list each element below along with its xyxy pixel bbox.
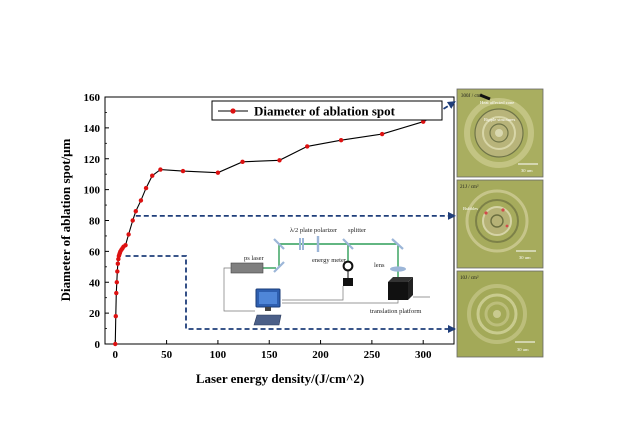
micrograph-3-scale: 30 um [517,347,529,352]
data-point [133,209,138,214]
x-tick-label: 200 [312,349,329,361]
legend-marker [230,108,236,114]
mirror-1-icon [273,261,285,273]
label-energy-meter: energy meter [312,257,347,264]
label-polarizer: polarizer [314,227,338,234]
data-point [130,218,135,223]
data-series [113,119,426,347]
x-tick-label: 250 [364,349,381,361]
cable-meter [282,286,344,301]
micrograph-2-scale: 30 um [519,255,531,260]
label-lens: lens [374,262,385,269]
label-ps-laser: ps laser [244,255,265,262]
data-point [126,232,131,237]
cable-platform [282,300,399,304]
y-tick-label: 80 [89,216,101,228]
ps-laser-body [230,262,264,274]
y-tick-label: 40 [89,277,101,289]
y-tick-label: 160 [84,92,101,104]
x-tick-label: 100 [210,349,227,361]
x-tick-label: 150 [261,349,278,361]
data-point [150,173,155,178]
y-axis-title: Diameter of ablation spot/μm [58,138,73,301]
micrograph-1-label-ripple: Ripple structures [484,117,515,122]
label-half-wave-plate: λ/2 plate [290,227,313,234]
energy-meter-base [343,278,353,286]
data-point [115,269,120,274]
guide-threshold-low [125,255,456,333]
x-tick-label: 50 [161,349,173,361]
y-axis: 0 20 40 60 80 100 120 140 160 [84,92,109,351]
y-tick-label: 0 [95,339,101,351]
translation-platform-icon [388,282,408,300]
data-point [138,198,144,203]
micrograph-2-fluence: 21J / cm² [460,184,479,190]
keyboard-icon [253,314,282,326]
label-splitter: splitter [348,227,367,234]
y-tick-label: 140 [84,123,101,135]
data-point [421,119,426,124]
legend: Diameter of ablation spot [211,100,443,121]
y-tick-label: 120 [84,154,101,166]
y-tick-label: 60 [89,246,101,258]
x-tick-label: 300 [415,349,432,361]
micrograph-2-label-bubbles: Bubbles [463,206,478,211]
data-point [338,138,344,143]
data-point [123,243,128,248]
data-point [113,314,118,319]
micrograph-2: 21J / cm² Bubbles 30 um [456,179,544,269]
micrograph-1-fluence: 300J / cm² [461,93,482,99]
legend-box [211,100,443,121]
label-translation-platform: translation platform [370,308,421,315]
data-point [180,168,186,174]
micrograph-1-scale: 30 um [521,168,533,173]
y-tick-label: 20 [89,308,101,320]
micrograph-3: 10J / cm² 30 um [456,270,544,358]
computer-stand [265,307,271,311]
platform-top [388,277,413,282]
data-point [143,185,149,191]
data-point [240,159,245,165]
splitter-icon [342,238,354,250]
x-axis-title: Laser energy density/(J/cm^2) [196,371,364,386]
x-tick-label: 0 [113,349,119,361]
data-point [114,280,120,285]
data-point [158,167,163,172]
data-point [115,261,121,266]
micrograph-1: 300J / cm² Heat affected zone Ripple str… [456,88,544,178]
computer-screen [259,292,277,304]
data-point [113,341,118,347]
data-point [305,144,310,149]
mirror-3-icon [391,238,404,250]
legend-label: Diameter of ablation spot [254,104,396,119]
lens-icon [390,266,406,272]
data-point [215,170,221,175]
data-point [379,131,385,137]
micrograph-1-label-haz: Heat affected zone [480,100,514,105]
y-tick-label: 100 [84,185,101,197]
setup-inset: ps laser λ/2 plate polarizer splitter en… [223,227,430,326]
mirror-2-icon [273,238,285,250]
micrograph-3-fluence: 10J / cm² [460,275,479,281]
x-axis: 0 50 100 150 200 250 300 [113,340,432,361]
data-point [114,290,119,296]
platform-side [408,277,413,300]
cable-laser [223,267,255,312]
data-point [277,158,282,163]
